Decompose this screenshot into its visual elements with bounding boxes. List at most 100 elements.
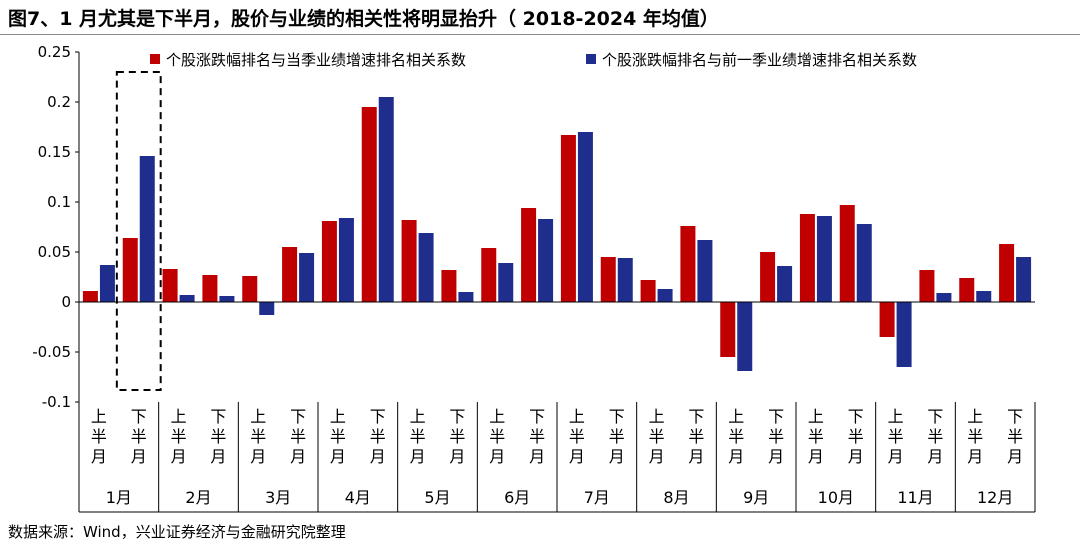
group-label: 6月 — [504, 488, 530, 507]
group-label: 10月 — [818, 488, 854, 507]
category-label-char: 月 — [210, 447, 226, 466]
category-label-char: 半 — [370, 427, 386, 446]
category-label-char: 半 — [768, 427, 784, 446]
bar-series-2 — [577, 132, 593, 302]
category-label-char: 月 — [410, 447, 426, 466]
plot-area: -0.1 -0.05 0 0.05 0.1 0.15 0.2 0.25 1月 2月 3月 4月 5月 6月… — [32, 43, 1036, 513]
category-label-char: 上 — [649, 407, 665, 426]
bar-series-2 — [896, 302, 912, 367]
bar-series-1 — [122, 238, 138, 302]
bar-series-1 — [680, 226, 696, 302]
bar-series-1 — [959, 278, 975, 302]
category-label-char: 下 — [131, 407, 147, 426]
category-label-char: 半 — [210, 427, 226, 446]
category-label-char: 半 — [449, 427, 465, 446]
category-label-char: 上 — [808, 407, 824, 426]
bar-series-2 — [538, 219, 554, 302]
bar-series-1 — [640, 280, 656, 302]
bar-series-1 — [202, 275, 218, 302]
title-divider — [0, 34, 1080, 35]
bar-series-2 — [816, 216, 832, 302]
category-label-char: 月 — [290, 447, 306, 466]
group-label: 11月 — [897, 488, 933, 507]
category-label-char: 月 — [688, 447, 704, 466]
category-label-char: 上 — [728, 407, 744, 426]
bar-series-2 — [378, 97, 394, 302]
category-label-char: 月 — [888, 447, 904, 466]
bar-series-2 — [936, 293, 952, 302]
category-label-char: 半 — [688, 427, 704, 446]
bar-series-2 — [657, 289, 673, 302]
bar-series-2 — [777, 266, 793, 302]
category-label-char: 月 — [250, 447, 266, 466]
category-label-char: 月 — [529, 447, 545, 466]
bar-series-1 — [839, 205, 855, 302]
category-label-char: 月 — [131, 447, 147, 466]
bar-series-2 — [458, 292, 474, 302]
category-label-char: 上 — [91, 407, 107, 426]
category-label-char: 半 — [290, 427, 306, 446]
category-label-char: 半 — [848, 427, 864, 446]
legend-label-series-2: 个股涨跌幅排名与前一季业绩增速排名相关系数 — [602, 51, 917, 69]
y-tick-label: 0.25 — [38, 43, 71, 61]
category-label-char: 半 — [489, 427, 505, 446]
category-label-char: 半 — [91, 427, 107, 446]
chart-title: 图7、1 月尤其是下半月，股价与业绩的相关性将明显抬升（ 2018-2024 年… — [8, 8, 719, 30]
group-label: 1月 — [106, 488, 132, 507]
bar-series-1 — [361, 107, 377, 302]
bar-series-1 — [162, 269, 178, 302]
bar-series-1 — [481, 248, 497, 302]
bar-series-2 — [338, 218, 354, 302]
bar-series-2 — [219, 296, 235, 302]
bar-series-1 — [720, 302, 736, 357]
bar-series-1 — [242, 276, 258, 302]
category-label-char: 下 — [210, 407, 226, 426]
category-label-char: 月 — [609, 447, 625, 466]
y-tick-label: 0.15 — [38, 143, 71, 161]
bar-series-1 — [321, 221, 337, 302]
category-label-char: 半 — [967, 427, 983, 446]
bar-series-2 — [299, 253, 315, 302]
category-label-char: 半 — [927, 427, 943, 446]
category-label-char: 月 — [808, 447, 824, 466]
category-label-char: 半 — [888, 427, 904, 446]
category-label-char: 上 — [489, 407, 505, 426]
bar-series-2 — [856, 224, 872, 302]
category-label-char: 月 — [927, 447, 943, 466]
category-label-char: 半 — [410, 427, 426, 446]
category-label-char: 半 — [728, 427, 744, 446]
category-label-char: 半 — [330, 427, 346, 446]
category-label-char: 半 — [171, 427, 187, 446]
bar-chart: 个股涨跌幅排名与当季业绩增速排名相关系数 个股涨跌幅排名与前一季业绩增速排名相关… — [32, 43, 1036, 513]
bar-series-2 — [418, 233, 434, 302]
group-label: 5月 — [424, 488, 450, 507]
bar-series-2 — [99, 265, 115, 302]
source-note: 数据来源：Wind，兴业证券经济与金融研究院整理 — [8, 523, 346, 541]
category-label-char: 下 — [290, 407, 306, 426]
category-label-char: 下 — [370, 407, 386, 426]
bar-series-1 — [441, 270, 457, 302]
category-label-char: 下 — [688, 407, 704, 426]
category-label-char: 上 — [250, 407, 266, 426]
category-label-char: 上 — [967, 407, 983, 426]
category-label-char: 半 — [808, 427, 824, 446]
category-label-char: 下 — [1007, 407, 1023, 426]
category-label-char: 月 — [370, 447, 386, 466]
bar-series-1 — [799, 214, 815, 302]
group-label: 12月 — [977, 488, 1013, 507]
y-tick-label: -0.05 — [32, 343, 71, 361]
category-label-char: 下 — [768, 407, 784, 426]
category-label-char: 半 — [529, 427, 545, 446]
bar-series-2 — [179, 295, 195, 302]
group-label: 4月 — [345, 488, 371, 507]
bar-series-2 — [139, 156, 155, 302]
y-tick-label: 0.1 — [47, 193, 71, 211]
category-label-char: 下 — [927, 407, 943, 426]
bar-series-1 — [521, 208, 537, 302]
group-label: 7月 — [584, 488, 610, 507]
bar-series-1 — [401, 220, 417, 302]
category-label-char: 月 — [569, 447, 585, 466]
category-label-char: 上 — [171, 407, 187, 426]
category-label-char: 下 — [609, 407, 625, 426]
category-label-char: 半 — [1007, 427, 1023, 446]
